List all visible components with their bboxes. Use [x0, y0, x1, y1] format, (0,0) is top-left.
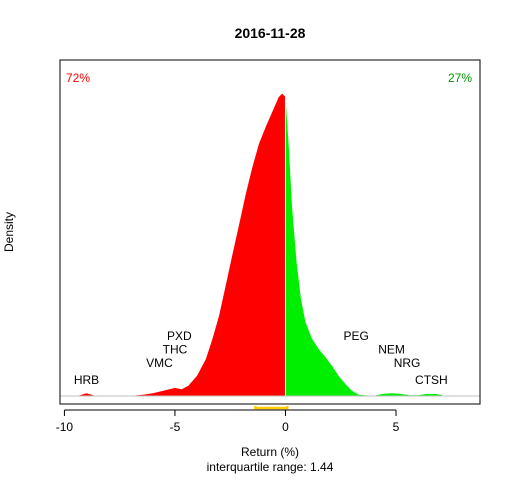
stock-label-nrg: NRG — [394, 356, 421, 370]
stock-label-peg: PEG — [344, 329, 369, 343]
stock-label-vmc: VMC — [146, 356, 173, 370]
stock-label-ctsh: CTSH — [415, 373, 448, 387]
positive-density-area — [285, 97, 454, 396]
iqr-subtitle: interquartile range: 1.44 — [207, 460, 334, 474]
stock-label-hrb: HRB — [74, 373, 99, 387]
x-axis: -10 -5 0 5 — [56, 409, 400, 434]
iqr-bracket — [254, 406, 289, 410]
negative-density-area — [77, 93, 286, 396]
x-axis-label: Return (%) — [241, 445, 299, 459]
plot-frame — [59, 59, 481, 405]
stock-label-thc: THC — [163, 343, 188, 357]
x-tick-label: 5 — [393, 420, 400, 434]
y-axis-label: Density — [2, 212, 16, 252]
stock-label-nem: NEM — [378, 343, 405, 357]
x-tick-label: -10 — [56, 420, 74, 434]
x-tick-label: -5 — [170, 420, 181, 434]
chart-title: 2016-11-28 — [235, 25, 306, 41]
left-percentage: 72% — [66, 71, 90, 85]
stock-label-pxd: PXD — [167, 329, 192, 343]
x-tick-label: 0 — [282, 420, 289, 434]
right-percentage: 27% — [448, 71, 472, 85]
